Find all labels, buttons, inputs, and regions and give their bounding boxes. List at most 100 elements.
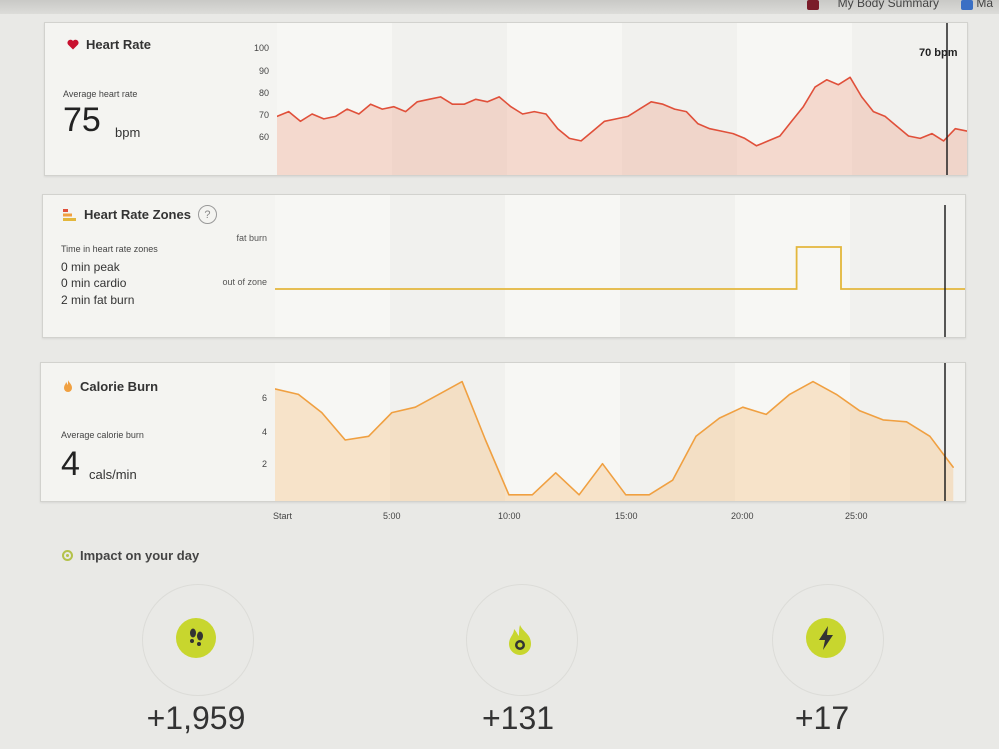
chart-background-band bbox=[507, 23, 622, 175]
data-point bbox=[391, 412, 393, 414]
calorie-burn-chart[interactable] bbox=[275, 363, 965, 501]
data-point bbox=[627, 115, 629, 118]
data-point bbox=[672, 479, 674, 481]
average-calorie-burn-value: 4 bbox=[61, 445, 80, 483]
data-point bbox=[498, 96, 500, 98]
average-heart-rate-value: 75 bbox=[63, 101, 101, 139]
data-point bbox=[615, 118, 617, 120]
data-point bbox=[393, 106, 395, 108]
data-point bbox=[405, 110, 407, 113]
impact-ring bbox=[142, 584, 254, 696]
chart-background-band bbox=[735, 195, 850, 337]
data-point bbox=[812, 381, 814, 383]
data-point bbox=[568, 137, 570, 140]
data-point bbox=[508, 494, 510, 496]
data-point bbox=[742, 406, 744, 408]
data-point bbox=[369, 103, 372, 105]
data-point bbox=[592, 130, 594, 132]
chart-background-band bbox=[392, 23, 507, 175]
data-point bbox=[414, 406, 416, 408]
chart-background-band bbox=[275, 363, 390, 501]
data-point bbox=[557, 128, 559, 130]
data-point bbox=[835, 393, 837, 395]
data-point bbox=[416, 101, 418, 103]
data-point bbox=[475, 98, 477, 100]
data-point bbox=[674, 108, 676, 110]
average-calorie-burn-unit: cals/min bbox=[89, 467, 137, 482]
data-point bbox=[790, 120, 793, 122]
lightning-icon[interactable] bbox=[806, 618, 846, 658]
zone-step-line bbox=[275, 246, 965, 290]
impact-title-label: Impact on your day bbox=[80, 548, 200, 563]
data-point bbox=[346, 108, 348, 110]
data-point bbox=[428, 98, 430, 100]
browser-tab[interactable]: My Body Summary bbox=[837, 0, 939, 10]
data-point bbox=[461, 381, 463, 383]
data-point bbox=[859, 410, 861, 412]
y-tick: 4 bbox=[261, 427, 267, 437]
data-point bbox=[732, 132, 734, 135]
x-tick: 10:00 bbox=[498, 511, 521, 521]
footsteps-icon[interactable] bbox=[176, 618, 216, 658]
data-point bbox=[451, 103, 454, 105]
heart-rate-chart[interactable] bbox=[277, 23, 967, 175]
y-tick: 2 bbox=[261, 459, 267, 469]
flame-icon[interactable] bbox=[500, 620, 540, 660]
data-point bbox=[779, 135, 781, 137]
x-tick: 25:00 bbox=[845, 511, 868, 521]
data-point bbox=[788, 393, 791, 395]
browser-tab-2[interactable]: Ma bbox=[976, 0, 993, 10]
data-point bbox=[849, 76, 851, 78]
x-tick: 15:00 bbox=[615, 511, 638, 521]
data-point bbox=[697, 123, 699, 125]
data-point bbox=[288, 110, 290, 113]
x-tick: Start bbox=[273, 511, 293, 521]
data-point bbox=[662, 103, 664, 105]
zone-level-label: out of zone bbox=[222, 277, 267, 287]
data-point bbox=[765, 413, 767, 416]
chart-background-band bbox=[277, 23, 392, 175]
chart-background-band bbox=[735, 363, 850, 501]
data-point bbox=[814, 86, 816, 88]
data-point bbox=[531, 494, 533, 496]
area-fill bbox=[275, 381, 954, 501]
x-tick: 5:00 bbox=[383, 511, 401, 521]
data-point bbox=[952, 466, 954, 468]
data-point bbox=[367, 435, 370, 437]
data-point bbox=[744, 137, 746, 140]
chart-background-band bbox=[622, 23, 737, 175]
app-icon bbox=[807, 0, 819, 10]
data-point bbox=[638, 108, 641, 110]
data-point bbox=[358, 113, 360, 115]
chart-background-band bbox=[390, 363, 505, 501]
help-icon[interactable]: ? bbox=[197, 205, 217, 224]
chart-background-band bbox=[505, 363, 620, 501]
data-point bbox=[603, 120, 606, 122]
target-icon bbox=[62, 550, 73, 561]
data-point bbox=[966, 130, 967, 132]
data-point bbox=[861, 96, 863, 98]
data-point bbox=[905, 421, 908, 423]
data-point bbox=[334, 115, 337, 118]
calorie-burn-panel: Calorie Burn Average calorie burn 4 cals… bbox=[40, 362, 966, 502]
data-point bbox=[720, 130, 723, 132]
zone-peak: 0 min peak bbox=[61, 260, 120, 274]
data-point bbox=[882, 419, 884, 421]
data-point bbox=[884, 115, 886, 118]
heart-icon bbox=[67, 39, 79, 50]
data-point bbox=[484, 439, 487, 441]
data-point bbox=[872, 110, 875, 113]
data-point bbox=[929, 435, 931, 437]
chart-background-band bbox=[737, 23, 852, 175]
data-point bbox=[954, 128, 956, 130]
zone-cardio: 0 min cardio bbox=[61, 276, 127, 290]
data-point bbox=[521, 113, 524, 115]
data-point bbox=[297, 393, 299, 395]
data-point bbox=[896, 125, 898, 127]
data-point bbox=[533, 110, 535, 113]
bar-chart-icon bbox=[63, 208, 76, 221]
chart-background-band bbox=[505, 195, 620, 337]
data-point bbox=[299, 120, 301, 122]
heart-rate-zones-chart[interactable] bbox=[275, 195, 965, 337]
data-point bbox=[625, 494, 627, 496]
